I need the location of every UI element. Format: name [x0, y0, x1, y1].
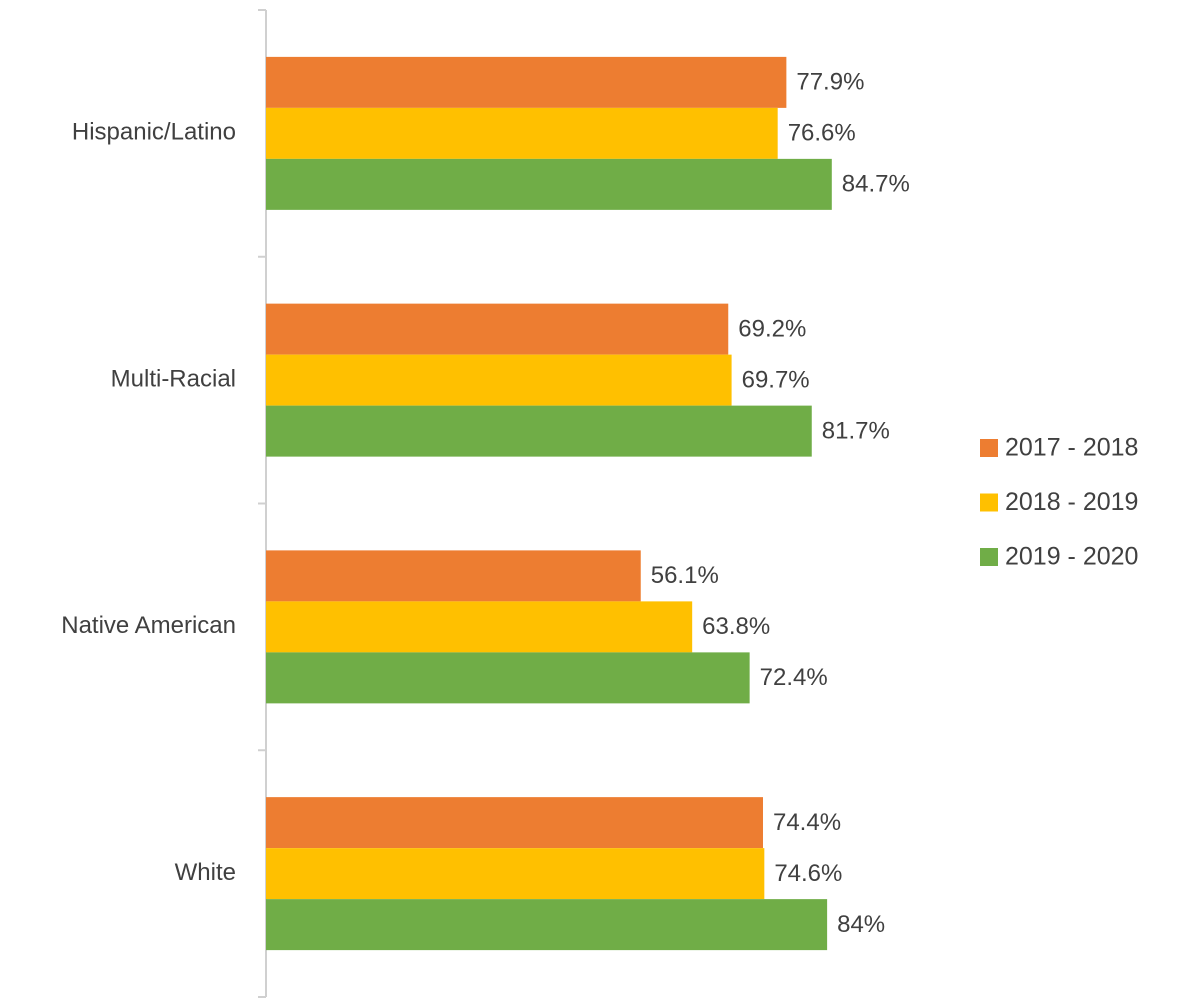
bar: [266, 56, 787, 108]
bar: [266, 354, 732, 406]
bar: [266, 303, 729, 355]
legend-label: 2017 - 2018: [1005, 434, 1138, 462]
value-label: 77.9%: [796, 69, 864, 96]
value-label: 56.1%: [651, 562, 719, 589]
value-label: 76.6%: [788, 120, 856, 147]
value-label: 84%: [837, 911, 885, 938]
legend-swatch: [980, 439, 998, 457]
value-label: 72.4%: [760, 664, 828, 691]
bar: [266, 601, 693, 653]
category-label: Multi-Racial: [111, 365, 236, 392]
value-label: 84.7%: [842, 171, 910, 198]
category-label: Native American: [61, 612, 236, 639]
category-label: White: [175, 859, 236, 886]
legend-label: 2019 - 2020: [1005, 543, 1138, 571]
bar: [266, 899, 828, 951]
bar: [266, 550, 641, 602]
bar: [266, 158, 832, 210]
legend-swatch: [980, 548, 998, 566]
bar: [266, 797, 763, 849]
value-label: 74.4%: [773, 809, 841, 836]
category-label: Hispanic/Latino: [72, 119, 236, 146]
bar: [266, 107, 778, 159]
bar: [266, 405, 812, 457]
bar: [266, 652, 750, 704]
value-label: 81.7%: [822, 417, 890, 444]
bar: [266, 848, 765, 900]
value-label: 69.2%: [738, 315, 806, 342]
legend-label: 2018 - 2019: [1005, 488, 1138, 516]
value-label: 63.8%: [702, 613, 770, 640]
value-label: 74.6%: [774, 860, 842, 887]
legend-swatch: [980, 493, 998, 512]
value-label: 69.7%: [742, 366, 810, 393]
